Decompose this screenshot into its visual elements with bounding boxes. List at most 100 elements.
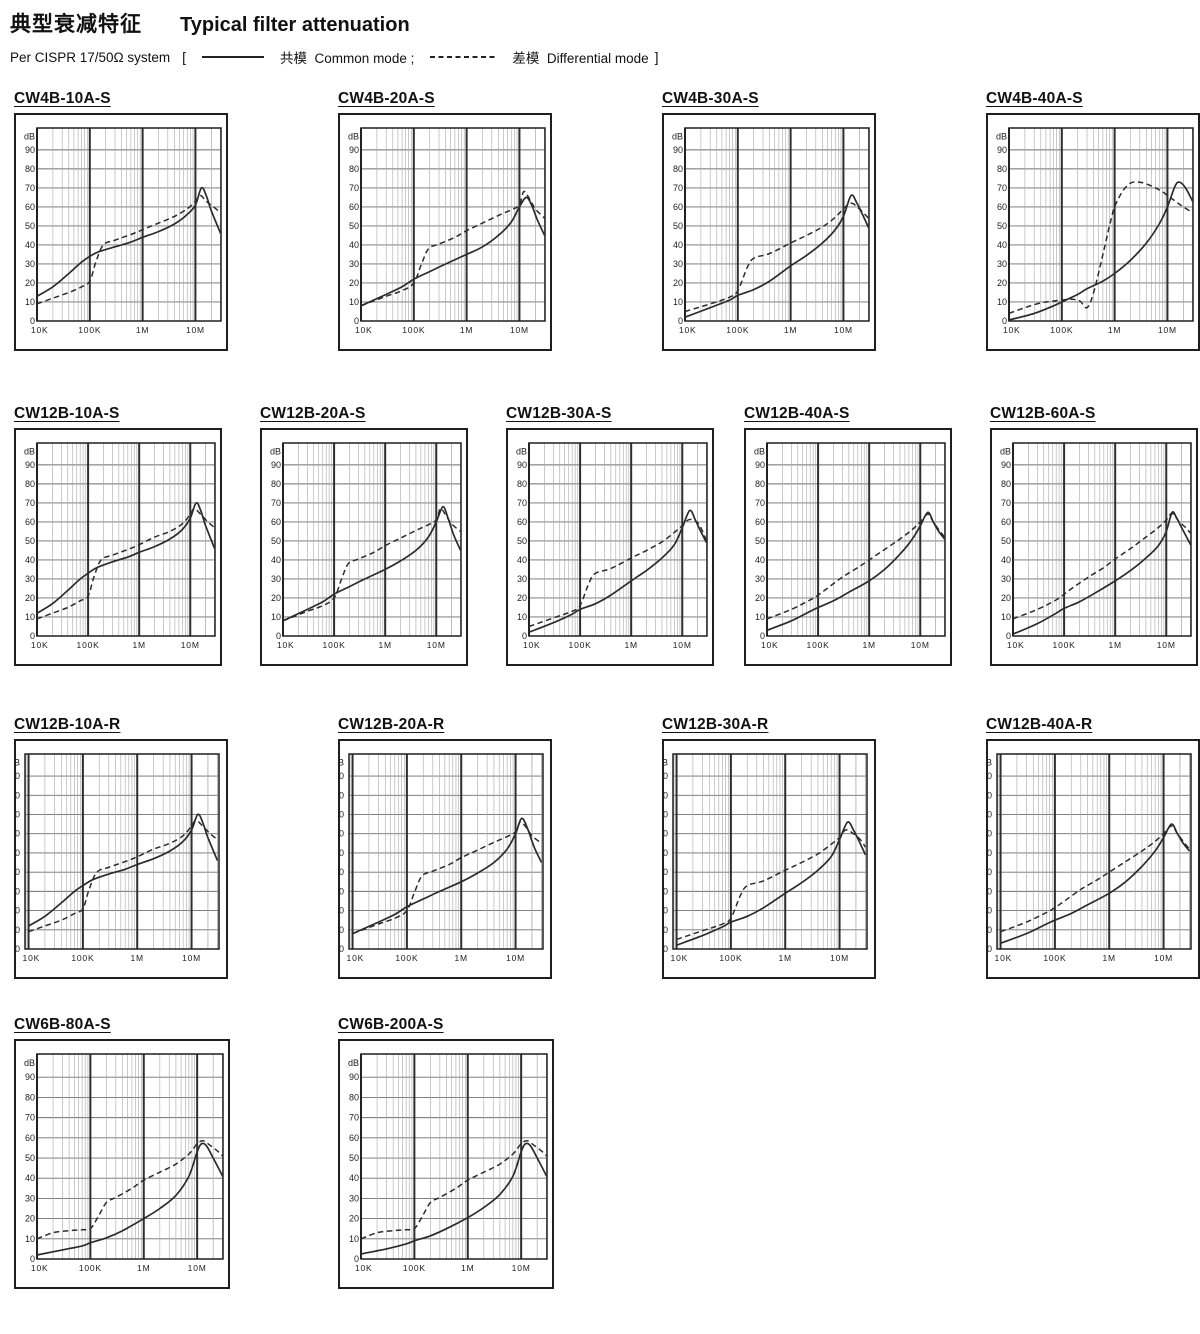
x-tick-label: 10M xyxy=(830,953,849,963)
y-tick-label: 0 xyxy=(522,631,527,641)
differential-mode-curve xyxy=(766,513,946,620)
y-tick-label: 40 xyxy=(997,240,1007,250)
y-tick-label: 70 xyxy=(25,1113,35,1123)
x-tick-label: 10M xyxy=(506,953,525,963)
differential-mode-curve xyxy=(36,1140,224,1240)
chart-title: CW12B-10A-R xyxy=(14,716,121,733)
y-axis-unit: dB xyxy=(16,758,20,768)
y-tick-label: 20 xyxy=(271,593,281,603)
x-tick-label: 10K xyxy=(31,640,49,650)
y-tick-label: 40 xyxy=(988,867,992,877)
y-tick-label: 60 xyxy=(25,202,35,212)
chart-title: CW4B-30A-S xyxy=(662,90,759,107)
y-axis-unit: dB xyxy=(24,132,35,142)
y-tick-label: 90 xyxy=(25,1072,35,1082)
y-tick-label: 10 xyxy=(1001,612,1011,622)
y-tick-label: 80 xyxy=(25,1092,35,1102)
y-tick-label: 10 xyxy=(517,612,527,622)
y-tick-label: 50 xyxy=(988,848,992,858)
y-tick-label: 90 xyxy=(1001,460,1011,470)
x-tick-label: 1M xyxy=(460,325,473,335)
y-tick-label: 50 xyxy=(755,536,765,546)
x-tick-label: 100K xyxy=(395,953,418,963)
x-tick-label: 100K xyxy=(807,640,830,650)
y-tick-label: 40 xyxy=(517,555,527,565)
y-tick-label: 50 xyxy=(1001,536,1011,546)
y-tick-label: 60 xyxy=(25,1133,35,1143)
y-tick-label: 10 xyxy=(997,297,1007,307)
y-tick-label: 90 xyxy=(755,460,765,470)
page-title-en: Typical filter attenuation xyxy=(180,14,410,36)
x-tick-label: 1M xyxy=(136,325,149,335)
y-tick-label: 70 xyxy=(349,1113,359,1123)
y-tick-label: 80 xyxy=(349,1092,359,1102)
y-tick-label: 80 xyxy=(349,164,359,174)
x-tick-label: 10K xyxy=(1003,325,1021,335)
y-tick-label: 30 xyxy=(25,574,35,584)
y-tick-label: 20 xyxy=(517,593,527,603)
x-tick-label: 10M xyxy=(1157,640,1176,650)
y-tick-label: 10 xyxy=(349,297,359,307)
x-tick-label: 100K xyxy=(1050,325,1073,335)
page-header: 典型衰减特征 Typical filter attenuation Per CI… xyxy=(10,8,1190,67)
y-tick-label: 0 xyxy=(340,944,344,954)
chart-title: CW4B-10A-S xyxy=(14,90,111,107)
common-mode-line-swatch xyxy=(202,56,265,58)
x-tick-label: 100K xyxy=(1043,953,1066,963)
y-tick-label: 90 xyxy=(271,460,281,470)
y-tick-label: 0 xyxy=(354,1254,359,1264)
chart-block-cw4b-20a-s: CW4B-20A-S dB 90 80 70 60 50 40 30 20 10 0 10K 100K 1M… xyxy=(338,90,552,351)
y-tick-label: 70 xyxy=(16,810,20,820)
y-tick-label: 0 xyxy=(664,944,668,954)
y-tick-label: 40 xyxy=(664,867,668,877)
x-tick-label: 100K xyxy=(323,640,346,650)
x-tick-label: 10K xyxy=(23,953,41,963)
y-tick-label: 90 xyxy=(349,145,359,155)
y-tick-label: 30 xyxy=(988,886,992,896)
x-tick-label: 1M xyxy=(779,953,792,963)
y-axis-unit: dB xyxy=(348,1058,359,1068)
x-tick-label: 1M xyxy=(784,325,797,335)
y-tick-label: 50 xyxy=(997,221,1007,231)
y-tick-label: 30 xyxy=(340,886,344,896)
common-mode-curve xyxy=(28,813,219,927)
y-tick-label: 80 xyxy=(25,164,35,174)
x-tick-label: 10K xyxy=(31,1263,49,1273)
common-mode-curve xyxy=(684,194,870,318)
chart-title: CW6B-80A-S xyxy=(14,1016,111,1033)
y-tick-label: 50 xyxy=(349,1153,359,1163)
x-tick-label: 1M xyxy=(1108,640,1121,650)
y-tick-label: 90 xyxy=(517,460,527,470)
y-tick-label: 0 xyxy=(30,631,35,641)
y-tick-label: 40 xyxy=(25,240,35,250)
differential-mode-curve xyxy=(684,202,870,313)
y-tick-label: 20 xyxy=(1001,593,1011,603)
common-mode-curve xyxy=(1008,181,1194,321)
y-tick-label: 80 xyxy=(755,479,765,489)
x-tick-label: 10M xyxy=(512,1263,531,1273)
x-tick-label: 10K xyxy=(355,325,373,335)
y-tick-label: 80 xyxy=(25,479,35,489)
y-tick-label: 70 xyxy=(988,810,992,820)
y-tick-label: 60 xyxy=(271,517,281,527)
y-tick-label: 50 xyxy=(25,1153,35,1163)
chart-title: CW12B-60A-S xyxy=(990,405,1096,422)
y-axis-unit: dB xyxy=(754,447,765,457)
y-tick-label: 40 xyxy=(16,867,20,877)
x-tick-label: 1M xyxy=(624,640,637,650)
common-mode-label: 共模 Common mode ; xyxy=(280,51,415,66)
